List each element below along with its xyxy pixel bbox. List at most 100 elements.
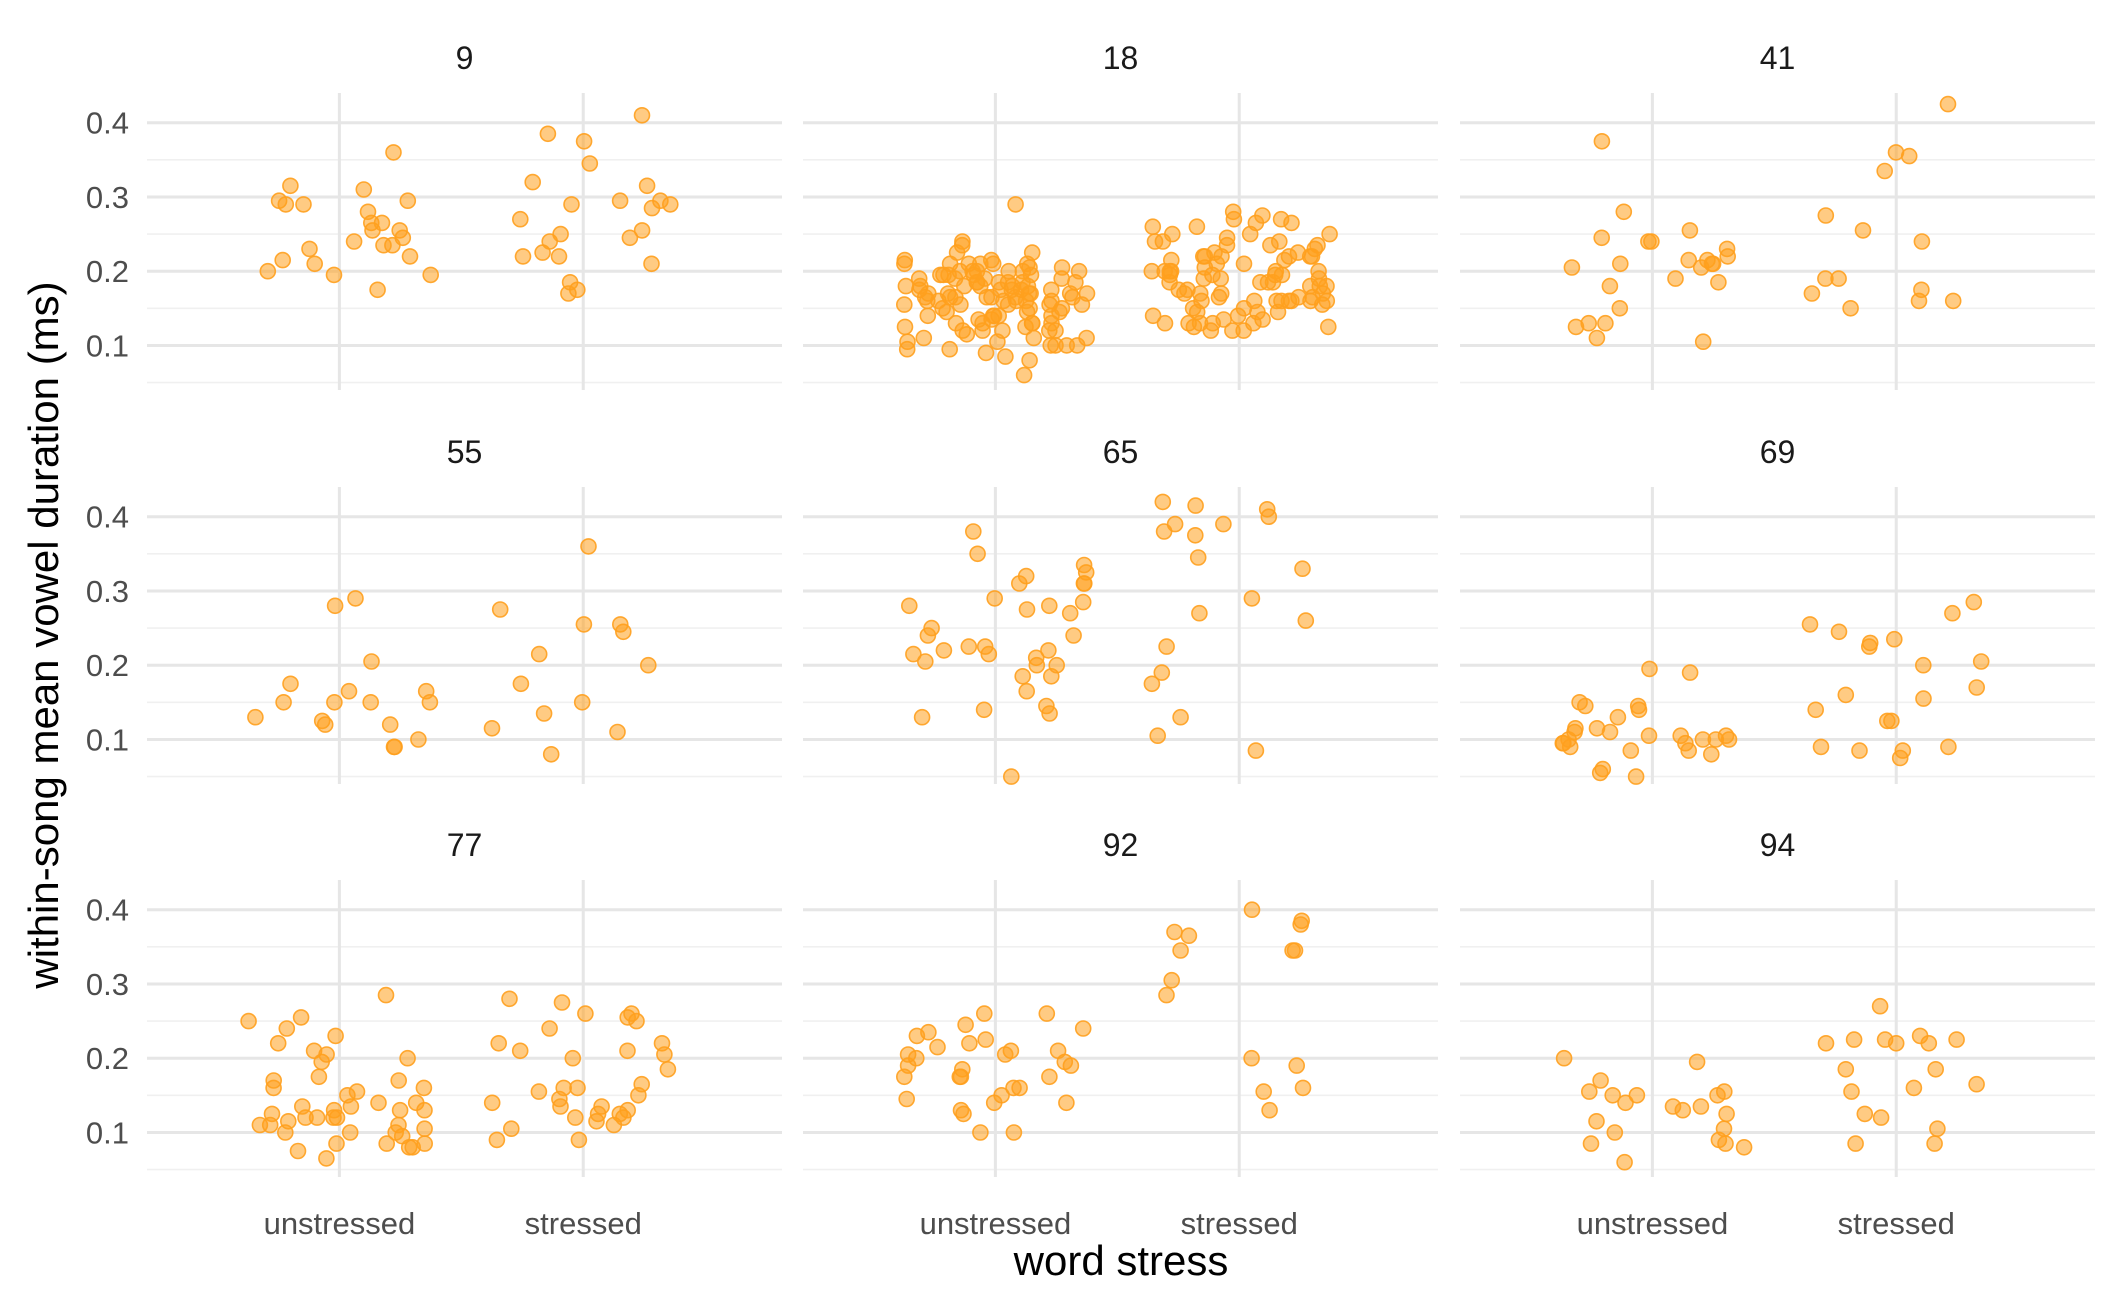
data-point [1593,133,1611,150]
data-point [399,192,417,209]
data-point [1601,723,1619,741]
y-tick-label: 0.4 [86,893,129,928]
data-point [345,233,363,250]
data-point [1915,690,1932,707]
data-point [1939,95,1957,113]
x-axis-title: word stress [1013,1237,1229,1284]
panels: 9 0.1 0.2 0.3 0.4 18 41 55 0.1 0.2 0.3 0.4 65 69 77 0.1… [86,40,2095,1241]
data-point [1212,270,1229,287]
data-point [1628,1087,1646,1104]
data-point [348,1083,366,1100]
data-point [659,1061,677,1078]
data-point [1609,708,1627,726]
data-point [953,236,971,254]
data-point [1015,366,1033,384]
data-point [1215,311,1232,328]
data-point [1262,236,1279,254]
data-point [1284,942,1301,959]
data-point [1261,1101,1278,1119]
data-point [1276,251,1293,269]
x-tick-label: unstressed [920,1206,1072,1241]
data-point [1048,656,1065,674]
data-point [1011,1079,1028,1097]
data-point [1612,255,1629,273]
data-point [1002,768,1020,785]
data-point [1876,162,1893,180]
data-point [1018,682,1035,700]
data-point [1224,322,1241,339]
data-point [1156,314,1174,332]
data-point [570,1131,588,1149]
data-point [347,590,364,607]
data-point [958,325,976,343]
data-point [370,1094,387,1112]
data-point [1555,1049,1573,1067]
data-point [1202,322,1220,339]
y-tick-label: 0.2 [86,254,129,289]
data-point [934,299,951,317]
data-point [1915,656,1932,674]
data-point [1243,590,1261,607]
data-point [1061,604,1079,622]
panel-65: 65 [803,434,1438,785]
data-point [390,1072,408,1089]
data-point [1611,299,1629,317]
x-tick-label: unstressed [264,1206,416,1241]
data-point [1803,285,1821,302]
data-point [1588,1113,1605,1130]
y-axis-title: within-song mean vowel duration (ms) [20,281,67,989]
data-point [282,177,299,195]
data-point [972,1124,989,1141]
data-point [1163,971,1180,989]
x-tick-label: stressed [1838,1206,1955,1241]
data-point [393,1127,411,1145]
data-point [1717,727,1735,745]
data-point [1166,923,1183,941]
x-tick-label: unstressed [1577,1206,1729,1241]
panel-strip-label: 77 [447,827,483,863]
data-point [553,994,571,1011]
data-point [563,196,580,213]
data-point [1926,1135,1943,1152]
data-point [899,1057,917,1074]
y-tick-label: 0.2 [86,648,129,683]
data-point [542,745,560,763]
data-point [318,1046,335,1063]
data-point [989,333,1006,351]
data-point [1154,233,1172,250]
data-point [1154,493,1172,511]
data-point [386,738,403,756]
data-point [913,708,931,726]
data-point [1812,738,1830,756]
data-point [385,144,402,161]
data-point [1189,549,1207,566]
data-point [976,270,994,287]
data-point [900,597,918,615]
data-point [1254,207,1271,224]
data-point [977,344,995,362]
data-point [1900,147,1918,165]
data-point [1243,1049,1260,1067]
data-point [1830,623,1848,641]
data-point [1716,1083,1733,1100]
data-point [1894,742,1912,759]
data-point [961,1035,978,1052]
data-point [240,1012,257,1030]
data-point [1582,1135,1600,1152]
data-point [1024,314,1041,332]
data-point [997,348,1014,365]
data-point [581,155,599,172]
data-point [263,1105,281,1123]
data-point [1617,1094,1634,1112]
data-point [957,1016,974,1034]
data-point [908,1027,926,1045]
data-point [269,1035,287,1052]
data-point [897,277,915,295]
data-point [1615,203,1633,221]
data-point [983,288,1000,306]
data-point [1158,986,1175,1004]
data-point [292,1009,310,1026]
data-point [976,638,994,655]
data-point [919,285,937,302]
data-point [1161,266,1179,284]
